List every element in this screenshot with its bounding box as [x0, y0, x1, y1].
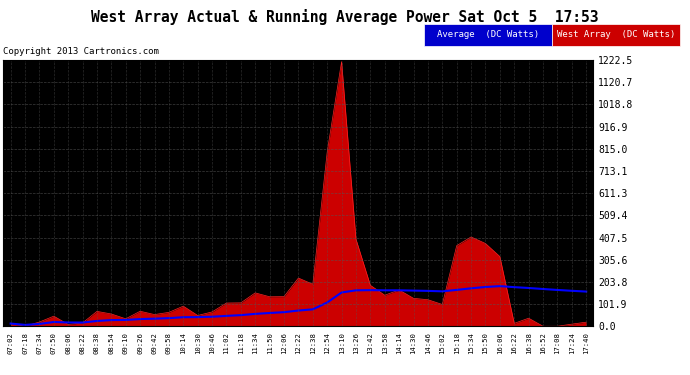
Text: West Array  (DC Watts): West Array (DC Watts): [557, 30, 675, 39]
Text: West Array Actual & Running Average Power Sat Oct 5  17:53: West Array Actual & Running Average Powe…: [91, 9, 599, 26]
Text: Copyright 2013 Cartronics.com: Copyright 2013 Cartronics.com: [3, 47, 159, 56]
Text: Average  (DC Watts): Average (DC Watts): [437, 30, 540, 39]
